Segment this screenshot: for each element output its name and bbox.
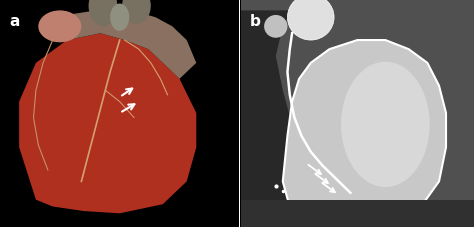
Text: b: b <box>250 14 261 29</box>
Ellipse shape <box>110 5 129 32</box>
Bar <box>241 200 474 227</box>
Polygon shape <box>241 11 306 227</box>
Polygon shape <box>19 34 196 213</box>
Ellipse shape <box>122 0 151 25</box>
Text: a: a <box>9 14 20 29</box>
Ellipse shape <box>341 62 430 187</box>
Polygon shape <box>283 41 446 220</box>
Ellipse shape <box>89 0 117 27</box>
Circle shape <box>264 16 287 39</box>
Circle shape <box>287 0 334 41</box>
Ellipse shape <box>38 11 82 43</box>
Polygon shape <box>53 11 196 79</box>
